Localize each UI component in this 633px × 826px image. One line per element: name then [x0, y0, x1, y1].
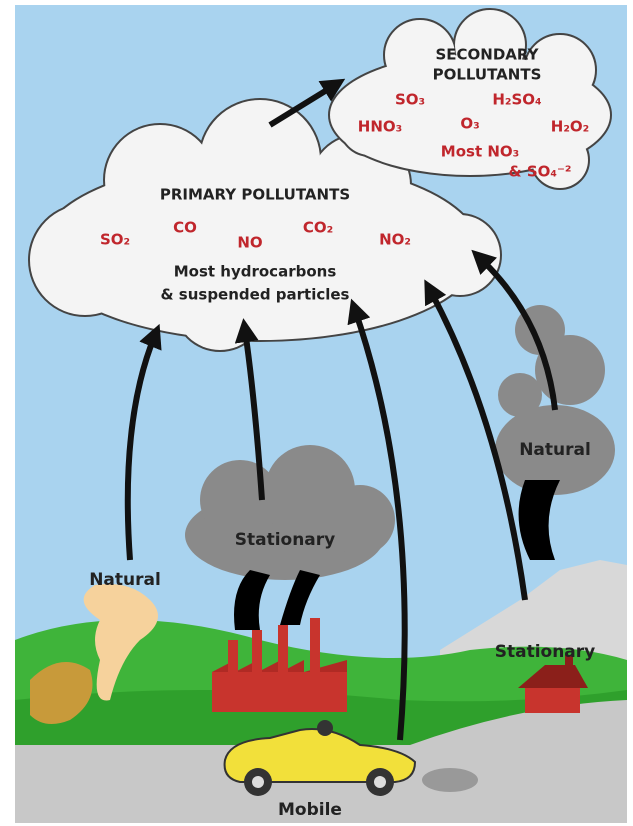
title: POLLUTANTS	[433, 66, 542, 84]
title: PRIMARY POLLUTANTS	[160, 186, 350, 204]
pollutant: NO	[237, 234, 262, 252]
pollutant: SO₂	[100, 231, 130, 249]
diagram: SECONDARY POLLUTANTS SO₃ H₂SO₄ HNO₃ O₃ H…	[0, 0, 633, 826]
pollutant: HNO₃	[358, 118, 402, 136]
source-label: Stationary	[495, 642, 596, 662]
pollutant: & SO₄⁻²	[509, 163, 572, 181]
pollutant: O₃	[460, 115, 479, 133]
pollutant: SO₃	[395, 91, 425, 109]
note: & suspended particles	[160, 286, 349, 304]
pollutant: NO₂	[379, 231, 411, 249]
source-label: Mobile	[278, 800, 342, 820]
title: SECONDARY	[435, 46, 539, 64]
pollutant: H₂SO₄	[492, 91, 541, 109]
pollutant: Most NO₃	[441, 143, 519, 161]
pollutant: CO₂	[303, 219, 333, 237]
pollutant: CO	[173, 219, 197, 237]
source-label: Natural	[89, 570, 161, 590]
note: Most hydrocarbons	[174, 263, 337, 281]
source-label: Natural	[519, 440, 591, 460]
source-label: Stationary	[235, 530, 336, 550]
pollutant: H₂O₂	[551, 118, 589, 136]
